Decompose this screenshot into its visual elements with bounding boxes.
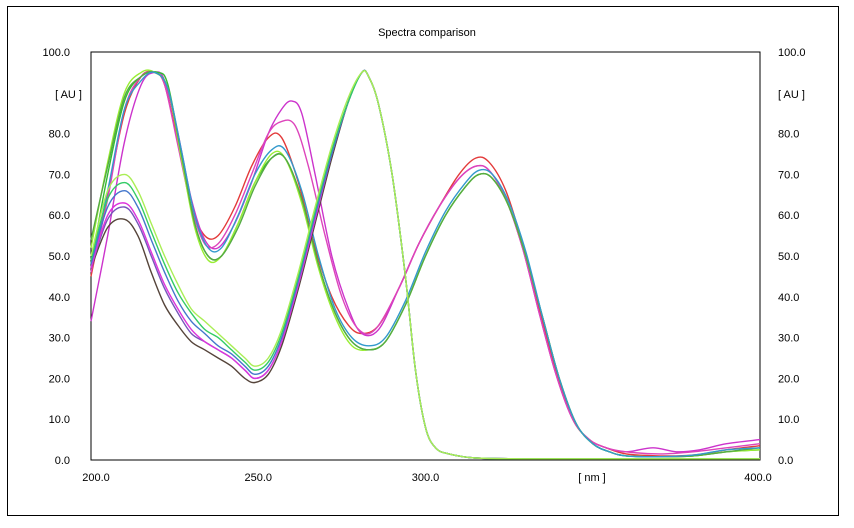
y-tick-right-0: 0.0 <box>778 455 793 467</box>
y-tick-left-7: 70.0 <box>49 169 70 181</box>
x-axis-ticks: 200.0 250.0 300.0 400.0 <box>82 472 772 484</box>
y-tick-right-3: 30.0 <box>778 333 799 345</box>
x-tick-0: 200.0 <box>82 472 110 484</box>
y-tick-right-5: 50.0 <box>778 251 799 263</box>
y-tick-right-9: 100.0 <box>778 47 806 59</box>
series-layer <box>90 69 761 460</box>
y-tick-left-2: 20.0 <box>49 373 70 385</box>
right-axis-ticks: 0.0 10.0 20.0 30.0 40.0 50.0 60.0 70.0 80.0 100.0 <box>778 47 806 467</box>
y-tick-left-6: 60.0 <box>49 210 70 222</box>
chart-title: Spectra comparison <box>378 27 476 39</box>
spectrum-line-13 <box>90 70 760 460</box>
y-tick-right-7: 70.0 <box>778 169 799 181</box>
y-tick-left-4: 40.0 <box>49 292 70 304</box>
y-tick-right-8: 80.0 <box>778 129 799 141</box>
y-axis-label-left: [ AU ] <box>55 89 82 101</box>
y-tick-right-4: 40.0 <box>778 292 799 304</box>
y-tick-left-0: 0.0 <box>55 455 70 467</box>
y-tick-right-2: 20.0 <box>778 373 799 385</box>
y-tick-left-1: 10.0 <box>49 414 70 426</box>
x-axis-label: [ nm ] <box>578 472 606 484</box>
y-tick-left-9: 100.0 <box>42 47 70 59</box>
y-tick-right-6: 60.0 <box>778 210 799 222</box>
y-tick-left-5: 50.0 <box>49 251 70 263</box>
y-axis-label-right: [ AU ] <box>778 89 805 101</box>
y-tick-left-3: 30.0 <box>49 333 70 345</box>
x-tick-2: 300.0 <box>412 472 440 484</box>
left-axis-ticks: 0.0 10.0 20.0 30.0 40.0 50.0 60.0 70.0 80.0 100.0 <box>42 47 70 467</box>
y-tick-right-1: 10.0 <box>778 414 799 426</box>
x-tick-3: 400.0 <box>744 472 772 484</box>
spectrum-line-7 <box>90 71 761 458</box>
y-tick-left-8: 80.0 <box>49 129 70 141</box>
x-tick-1: 250.0 <box>244 472 272 484</box>
